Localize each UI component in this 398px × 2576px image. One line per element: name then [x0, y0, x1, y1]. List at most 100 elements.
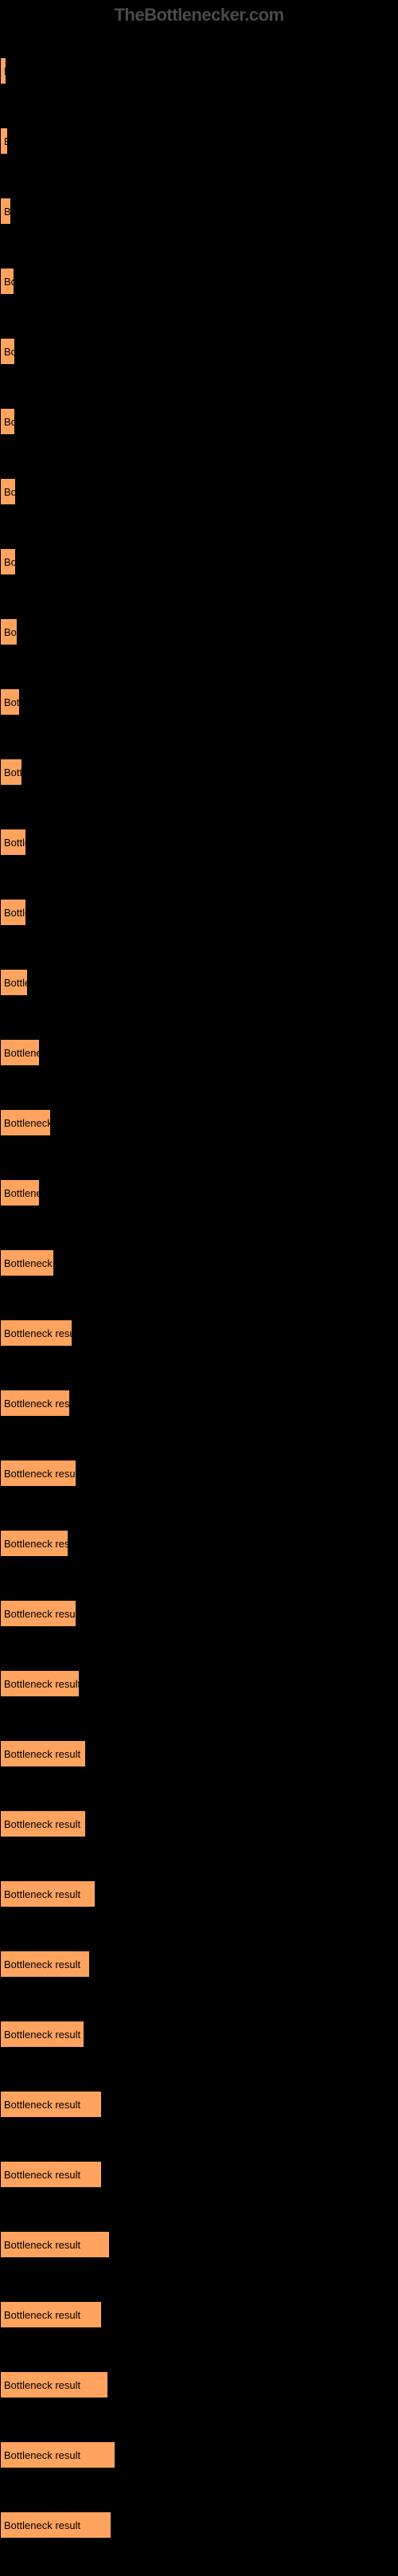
bar: Bottleneck result [0, 1109, 51, 1136]
bar-row: Bottleneck result [0, 667, 398, 737]
bar: Bottleneck result [0, 1390, 70, 1417]
bar-label: Bottleneck result [4, 1398, 70, 1410]
bar: Bottleneck result [0, 1600, 76, 1627]
bar-row: Bottleneck result [0, 737, 398, 807]
bar-row: Bottleneck result [0, 36, 398, 106]
bar-label: Bottleneck result [4, 1678, 80, 1690]
bar-row: Bottleneck result [0, 2139, 398, 2209]
bar: Bottleneck result [0, 2371, 108, 2398]
bar: Bottleneck result [0, 1530, 68, 1557]
bar: Bottleneck result [0, 268, 14, 295]
bar-label: Bottleneck result [4, 135, 8, 147]
bar-label: Bottleneck result [4, 486, 16, 498]
bar-row: Bottleneck result [0, 246, 398, 316]
bar-label: Bottleneck result [4, 556, 16, 568]
bar-row: Bottleneck result [0, 2209, 398, 2280]
bar: Bottleneck result [0, 969, 28, 996]
bar-label: Bottleneck result [4, 346, 15, 358]
bar-row: Bottleneck result [0, 386, 398, 457]
bar-label: Bottleneck result [4, 1888, 80, 1900]
bar-label: Bottleneck result [4, 1608, 76, 1620]
bar-row: Bottleneck result [0, 106, 398, 176]
bar-label: Bottleneck result [4, 1257, 54, 1269]
bar-row: Bottleneck result [0, 1859, 398, 1929]
bar-label: Bottleneck result [4, 416, 15, 428]
bar-row: Bottleneck result [0, 947, 398, 1017]
bar: Bottleneck result [0, 1810, 86, 1837]
bar: Bottleneck result [0, 1179, 40, 1206]
bar-row: Bottleneck result [0, 2350, 398, 2420]
bar: Bottleneck result [0, 759, 22, 786]
bar-row: Bottleneck result [0, 597, 398, 667]
bar: Bottleneck result [0, 1880, 96, 1907]
bottleneck-bar-chart: Bottleneck result Bottleneck result Bottle… [0, 0, 398, 2576]
bar: Bottleneck result [0, 1039, 40, 1066]
bar: Bottleneck result [0, 478, 16, 505]
bar: Bottleneck result [0, 1249, 54, 1276]
bar-label: Bottleneck result [4, 65, 6, 77]
bar: Bottleneck result [0, 338, 15, 365]
bar-label: Bottleneck result [4, 767, 22, 778]
bar: Bottleneck result [0, 1460, 76, 1487]
bar: Bottleneck result [0, 1740, 86, 1767]
bar-row: Bottleneck result [0, 2420, 398, 2490]
bar: Bottleneck result [0, 2161, 102, 2188]
bar-row: Bottleneck result [0, 457, 398, 527]
bar-row: Bottleneck result [0, 1438, 398, 1508]
bar: Bottleneck result [0, 2511, 111, 2539]
bar-row: Bottleneck result [0, 1789, 398, 1859]
bar-label: Bottleneck result [4, 2099, 80, 2111]
bar-row: Bottleneck result [0, 1368, 398, 1438]
bar-label: Bottleneck result [4, 2239, 80, 2251]
bar-label: Bottleneck result [4, 1958, 80, 1970]
bar-row: Bottleneck result [0, 2280, 398, 2350]
bar-label: Bottleneck result [4, 837, 26, 849]
bar-row: Bottleneck result [0, 1719, 398, 1789]
bar-row: Bottleneck result [0, 877, 398, 947]
bar-label: Bottleneck result [4, 206, 11, 218]
bar-label: Bottleneck result [4, 1538, 68, 1550]
bar-row: Bottleneck result [0, 316, 398, 386]
bar-label: Bottleneck result [4, 907, 26, 919]
bar-label: Bottleneck result [4, 1047, 40, 1059]
bar-row: Bottleneck result [0, 807, 398, 877]
bar-row: Bottleneck result [0, 1649, 398, 1719]
bar: Bottleneck result [0, 548, 16, 575]
bar: Bottleneck result [0, 2441, 115, 2468]
bar: Bottleneck result [0, 829, 26, 856]
bar: Bottleneck result [0, 408, 15, 435]
bar: Bottleneck result [0, 198, 11, 225]
bar-label: Bottleneck result [4, 1187, 40, 1199]
bar-label: Bottleneck result [4, 1117, 51, 1129]
bar: Bottleneck result [0, 2231, 110, 2258]
bar-row: Bottleneck result [0, 176, 398, 246]
bar: Bottleneck result [0, 899, 26, 926]
bar: Bottleneck result [0, 1319, 72, 1347]
bar-row: Bottleneck result [0, 1298, 398, 1368]
bar-label: Bottleneck result [4, 626, 18, 638]
bar-row: Bottleneck result [0, 1578, 398, 1649]
bar-label: Bottleneck result [4, 1468, 76, 1480]
watermark-text: TheBottlenecker.com [114, 5, 283, 25]
bar: Bottleneck result [0, 688, 20, 716]
bar-label: Bottleneck result [4, 2169, 80, 2181]
bar: Bottleneck result [0, 2021, 84, 2048]
bar-row: Bottleneck result [0, 527, 398, 597]
bar: Bottleneck result [0, 1670, 80, 1697]
bar-row: Bottleneck result [0, 1017, 398, 1088]
bar-label: Bottleneck result [4, 1327, 72, 1339]
bar-label: Bottleneck result [4, 2029, 80, 2041]
bar: Bottleneck result [0, 2301, 102, 2328]
bar-row: Bottleneck result [0, 1088, 398, 1158]
bar-label: Bottleneck result [4, 1748, 80, 1760]
bar: Bottleneck result [0, 57, 6, 84]
bar-label: Bottleneck result [4, 2449, 80, 2461]
bar-row: Bottleneck result [0, 1228, 398, 1298]
bar: Bottleneck result [0, 1951, 90, 1978]
bar-label: Bottleneck result [4, 1818, 80, 1830]
bar: Bottleneck result [0, 127, 8, 155]
bar-row: Bottleneck result [0, 1999, 398, 2069]
bar-row: Bottleneck result [0, 1508, 398, 1578]
bar-label: Bottleneck result [4, 276, 14, 288]
bar-label: Bottleneck result [4, 977, 28, 989]
